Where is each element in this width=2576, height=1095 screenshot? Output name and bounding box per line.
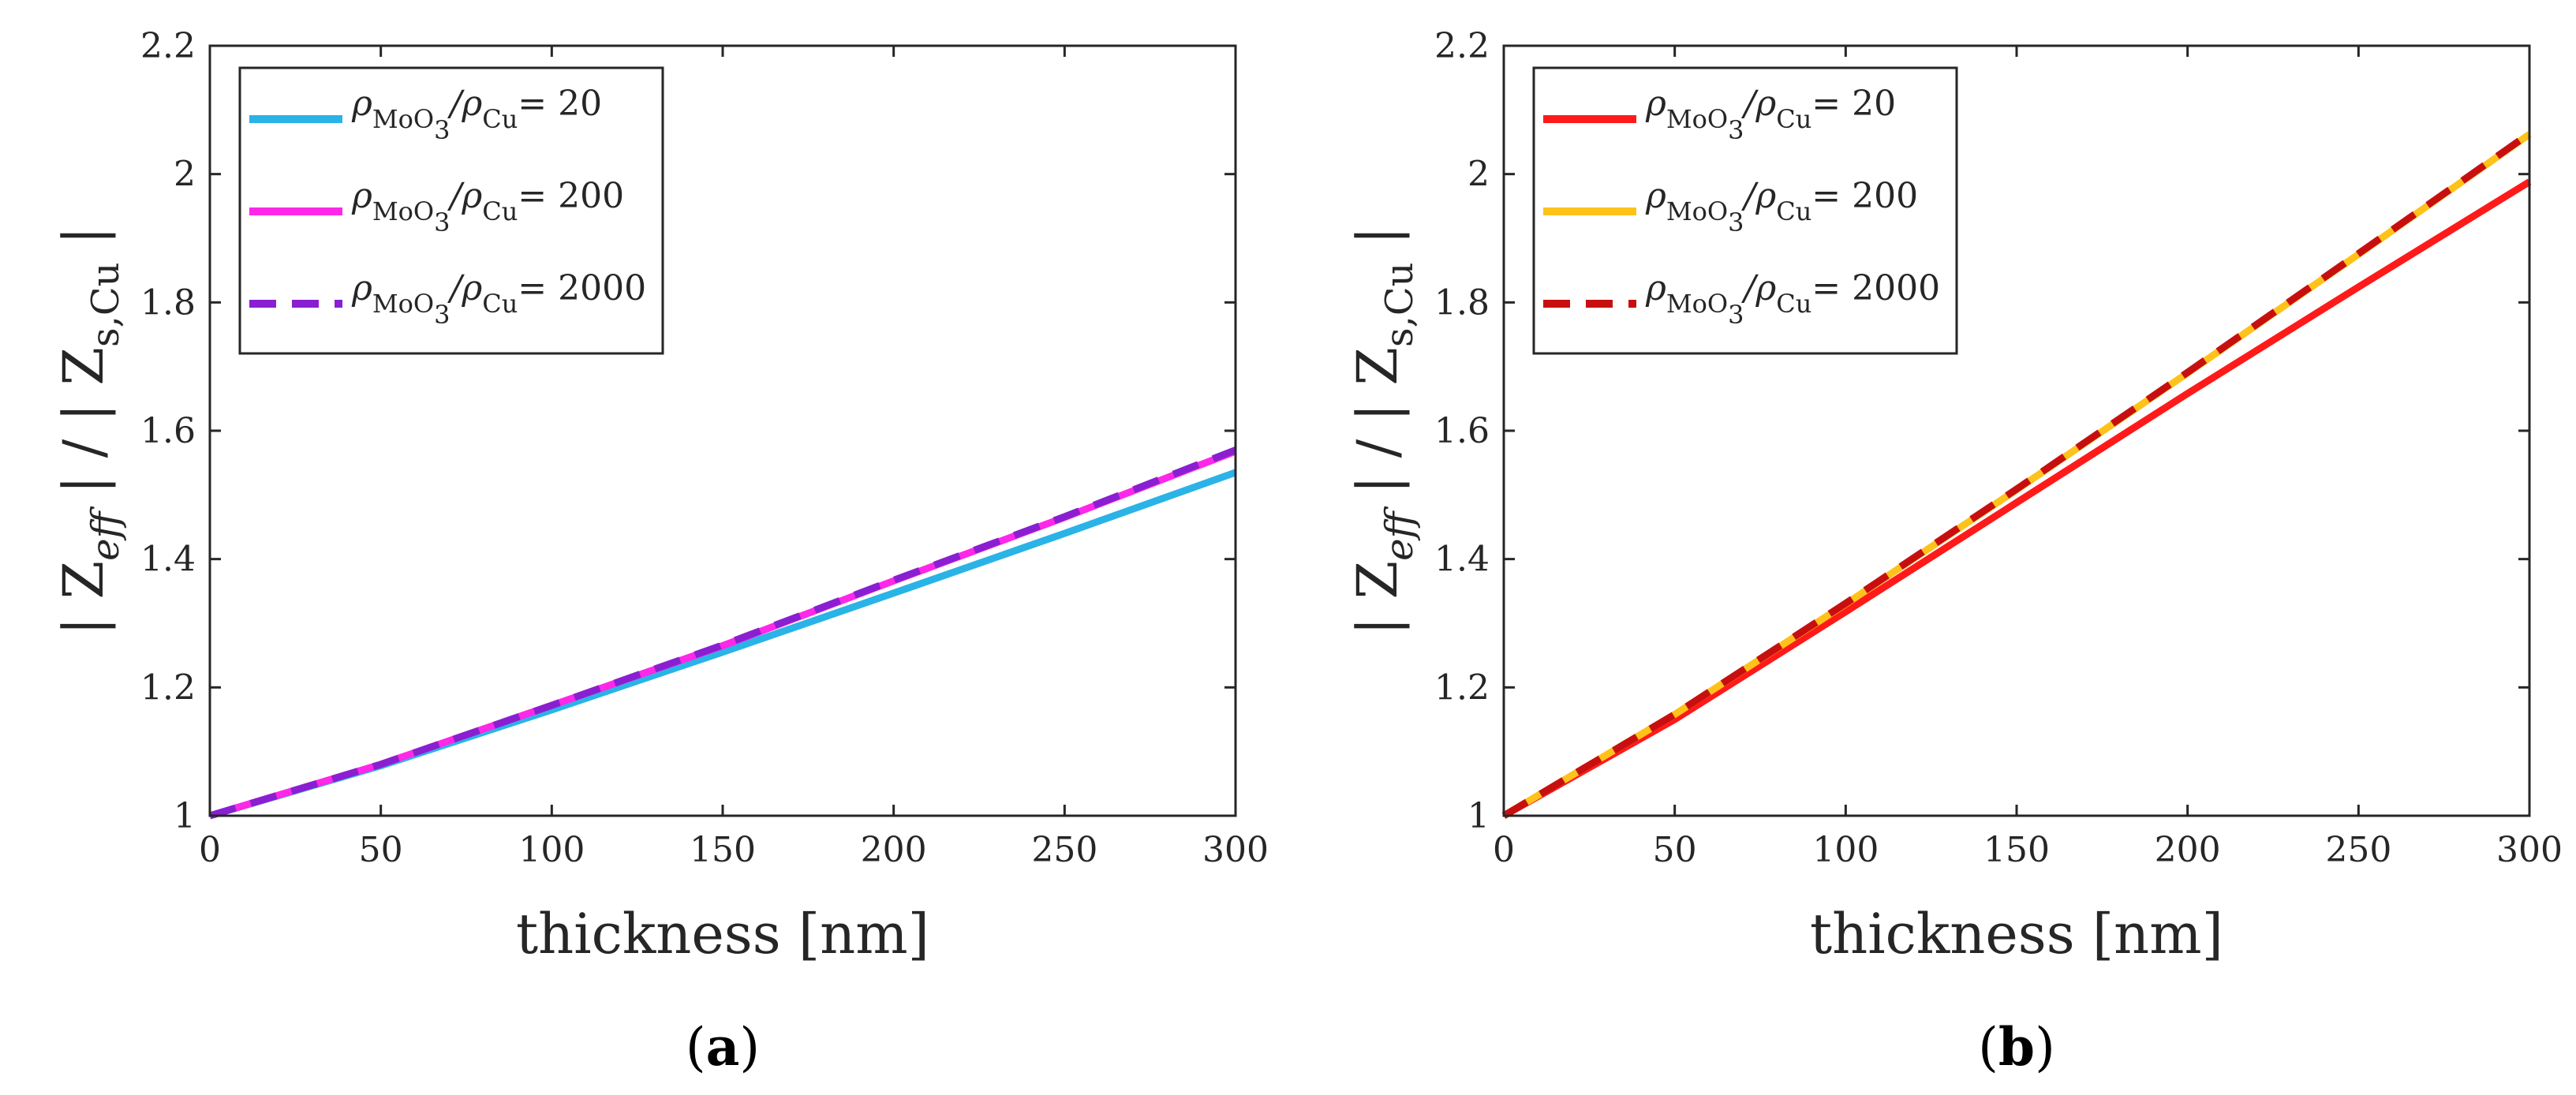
axes-box: [208, 44, 1237, 817]
y-tick-labels: 1 1.2 1.4 1.6 1.8 2 2.2: [1434, 26, 1490, 836]
x-tick-label: 100: [518, 830, 585, 870]
y-tick-label: 1: [1467, 796, 1490, 836]
x-tick-labels: 0 50 100 150 200 250 300: [1493, 830, 2563, 870]
x-tick-label: 250: [1031, 830, 1097, 870]
x-tick-labels: 0 50 100 150 200 250 300: [199, 830, 1269, 870]
legend: ρMoO3/ρCu= 20 ρMoO3/ρCu= 200 ρMoO3/ρCu= …: [238, 66, 664, 355]
x-tick-label: 200: [861, 830, 927, 870]
y-tick-label: 2: [174, 155, 196, 195]
series-layer: [208, 447, 1237, 820]
x-tick-label: 0: [199, 830, 221, 870]
y-tick-label: 2.2: [1434, 26, 1490, 66]
series-line: [1501, 178, 2532, 819]
x-tick-label: 300: [2496, 830, 2563, 870]
x-tick-label: 100: [1812, 830, 1879, 870]
panel-a: 0 50 100 150 200 250 300 1 1.2 1.4 1.6 1.8 2 2.2 thi…: [51, 26, 1269, 1078]
legend-label: ρMoO3/ρCu= 2000: [1645, 268, 1940, 330]
legend-entry: ρMoO3/ρCu= 2000: [249, 268, 646, 330]
x-tick-label: 0: [1493, 830, 1515, 870]
x-tick-label: 300: [1202, 830, 1269, 870]
panel-caption: (a): [686, 1016, 760, 1078]
y-tick-label: 1: [174, 796, 196, 836]
x-tick-label: 150: [1983, 830, 2050, 870]
x-tick-label: 50: [1653, 830, 1697, 870]
y-tick-label: 1.6: [140, 411, 196, 451]
y-tick-label: 1.8: [1434, 282, 1490, 323]
legend-entry: ρMoO3/ρCu= 200: [1543, 176, 1918, 237]
legend-label: ρMoO3/ρCu= 20: [351, 84, 602, 145]
legend-entry: ρMoO3/ρCu= 20: [249, 84, 602, 145]
legend-label: ρMoO3/ρCu= 200: [1645, 176, 1918, 237]
y-tick-label: 1.6: [1434, 411, 1490, 451]
series-line: [208, 447, 1237, 820]
legend-label: ρMoO3/ρCu= 200: [351, 176, 624, 237]
y-tick-label: 1.2: [140, 667, 196, 708]
y-tick-label: 1.4: [140, 540, 196, 580]
x-axis-label: thickness [nm]: [516, 902, 929, 966]
x-tick-label: 200: [2155, 830, 2221, 870]
x-tick-label: 250: [2325, 830, 2391, 870]
legend-entry: ρMoO3/ρCu= 2000: [1543, 268, 1940, 330]
legend: ρMoO3/ρCu= 20 ρMoO3/ρCu= 200 ρMoO3/ρCu= …: [1532, 66, 1958, 355]
legend-label: ρMoO3/ρCu= 2000: [351, 268, 646, 330]
x-tick-label: 50: [359, 830, 403, 870]
y-axis-label: | Zeff | / | Zs,Cu |: [51, 226, 128, 636]
y-tick-label: 2.2: [140, 26, 196, 66]
panel-caption: (b): [1978, 1016, 2055, 1078]
legend-entry: ρMoO3/ρCu= 200: [249, 176, 624, 237]
y-tick-label: 1.4: [1434, 540, 1490, 580]
axes-box: [1502, 44, 2531, 817]
y-tick-label: 1.8: [140, 282, 196, 323]
series-line: [1501, 130, 2532, 819]
legend-entry: ρMoO3/ρCu= 20: [1543, 84, 1896, 145]
y-tick-labels: 1 1.2 1.4 1.6 1.8 2 2.2: [140, 26, 196, 836]
x-axis-label: thickness [nm]: [1810, 902, 2223, 966]
x-tick-label: 150: [690, 830, 756, 870]
y-tick-label: 2: [1467, 155, 1490, 195]
series-layer: [1501, 130, 2532, 819]
panel-b: 0 50 100 150 200 250 300 1 1.2 1.4 1.6 1.8 2 2.2 thi…: [1345, 26, 2563, 1078]
legend-label: ρMoO3/ρCu= 20: [1645, 84, 1896, 145]
y-tick-label: 1.2: [1434, 667, 1490, 708]
y-axis-label: | Zeff | / | Zs,Cu |: [1345, 226, 1422, 636]
